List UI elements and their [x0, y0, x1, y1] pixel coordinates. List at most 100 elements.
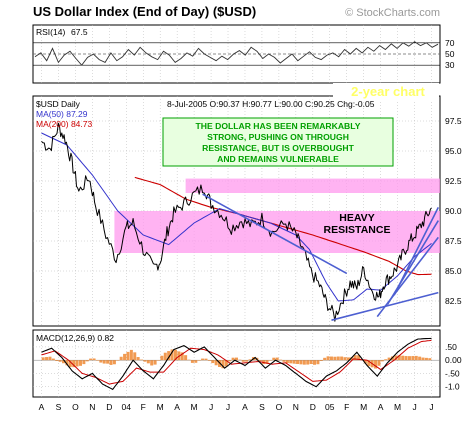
histogram-bar	[424, 357, 428, 361]
histogram-bar	[68, 360, 72, 367]
histogram-bar	[292, 360, 296, 364]
histogram-bar	[146, 360, 150, 364]
histogram-bar	[326, 356, 330, 361]
histogram-bar	[248, 359, 252, 361]
rsi-label: RSI(14)	[36, 27, 65, 37]
histogram-bar	[72, 360, 76, 368]
x-tick-label: N	[89, 402, 95, 412]
histogram-bar	[180, 352, 184, 361]
period-label-bg	[333, 83, 439, 100]
histogram-bar	[428, 358, 432, 361]
histogram-bar	[404, 356, 408, 361]
rsi-tick-label: 30	[445, 60, 455, 70]
histogram-bar	[51, 358, 55, 361]
histogram-bar	[245, 360, 249, 362]
histogram-bar	[309, 360, 313, 364]
histogram-bar	[221, 360, 225, 369]
histogram-bar	[241, 360, 245, 362]
histogram-bar	[78, 360, 82, 366]
histogram-bar	[357, 355, 361, 361]
price-tick-label: 92.5	[445, 176, 462, 186]
annotation-line-1: THE DOLLAR HAS BEEN REMARKABLY	[196, 121, 361, 131]
price-line	[41, 122, 432, 322]
histogram-bar	[238, 359, 242, 361]
rsi-tick-label: 70	[445, 38, 455, 48]
histogram-bar	[394, 355, 398, 361]
histogram-bar	[65, 360, 69, 366]
histogram-bar	[184, 355, 188, 361]
histogram-bar	[170, 349, 174, 361]
histogram-bar	[336, 356, 340, 361]
price-tick-label: 90.0	[445, 206, 462, 216]
price-tick-labels: 97.5 95.0 92.5 90.0 87.5 85.0 82.5	[445, 116, 462, 306]
macd-tick-label: -1.0	[445, 382, 460, 392]
histogram-bar	[55, 360, 59, 362]
histogram-bar	[302, 360, 306, 365]
histogram-bar	[109, 360, 113, 365]
annotation-line-4: AND REMAINS VULNERABLE	[217, 154, 339, 164]
macd-tick-label: -.50	[445, 368, 460, 378]
histogram-bar	[299, 360, 303, 365]
histogram-bar	[418, 356, 422, 361]
histogram-bar	[235, 357, 238, 361]
x-tick-label: J	[209, 402, 213, 412]
macd-grid	[33, 330, 440, 397]
macd-panel: .50 0.00 -.50 -1.0 MACD(12,26,9) 0.82	[32, 329, 462, 398]
price-tick-label: 82.5	[445, 296, 462, 306]
macd-label: MACD(12,26,9) 0.82	[36, 333, 114, 343]
histogram-bar	[45, 357, 49, 361]
x-tick-label: 04	[122, 402, 132, 412]
histogram-bar	[319, 360, 323, 362]
histogram-bar	[119, 356, 123, 361]
watermark: © StockCharts.com	[345, 7, 440, 19]
histogram-bar	[374, 360, 378, 369]
histogram-bar	[129, 349, 133, 361]
histogram-bar	[414, 355, 418, 361]
histogram-bar	[143, 360, 147, 362]
histogram-bar	[92, 358, 96, 361]
histogram-bar	[380, 360, 384, 362]
annotation-box	[162, 117, 394, 167]
trendline	[202, 193, 348, 275]
rsi-grid	[33, 25, 440, 83]
histogram-bar	[85, 360, 89, 362]
price-tick-label: 97.5	[445, 116, 462, 126]
macd-signal-line	[41, 339, 432, 385]
x-tick-label: S	[259, 402, 265, 412]
histogram-bar	[201, 358, 205, 361]
x-tick-label: M	[157, 402, 164, 412]
histogram-bar	[268, 360, 272, 361]
histogram-bar	[102, 360, 106, 364]
histogram-bar	[187, 359, 191, 361]
histogram-bar	[265, 360, 269, 364]
histogram-bar	[99, 360, 103, 363]
x-tick-label: O	[72, 402, 79, 412]
histogram-bar	[289, 360, 293, 364]
histogram-bar	[285, 360, 289, 364]
histogram-bar	[224, 360, 228, 367]
histogram-bar	[346, 357, 350, 361]
histogram-bar	[194, 360, 198, 363]
histogram-bar	[407, 356, 411, 361]
chart-title: US Dollar Index (End of Day) ($USD)	[33, 4, 256, 19]
histogram-bar	[153, 360, 157, 365]
price-tick-label: 85.0	[445, 266, 462, 276]
histogram-bar	[190, 360, 194, 363]
histogram-bar	[62, 360, 66, 364]
histogram-bar	[197, 360, 201, 361]
histogram-bar	[160, 355, 164, 361]
histogram-bar	[58, 360, 62, 362]
x-tick-label: O	[276, 402, 283, 412]
histogram-bar	[211, 360, 215, 364]
x-tick-label: 05	[325, 402, 335, 412]
histogram-bar	[116, 360, 120, 361]
histogram-bar	[173, 349, 177, 361]
trendlines	[202, 193, 440, 321]
histogram-bar	[106, 360, 110, 364]
ma50-line	[41, 132, 432, 302]
histogram-bar	[323, 357, 327, 361]
ticker-label: $USD Daily	[36, 99, 81, 109]
macd-histogram	[41, 349, 432, 369]
histogram-bar	[384, 359, 388, 361]
